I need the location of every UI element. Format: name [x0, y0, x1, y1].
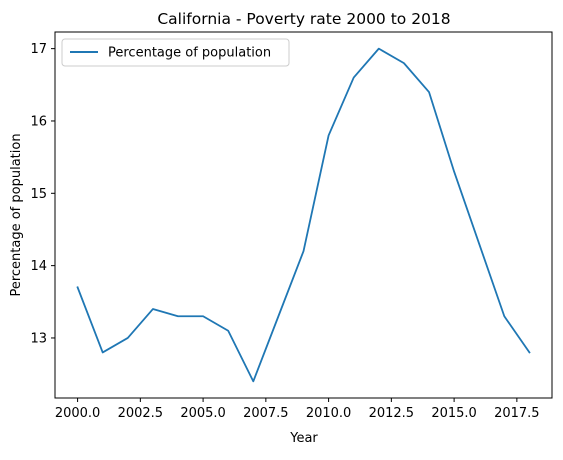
legend: Percentage of population	[61, 38, 290, 67]
x-tick-label: 2002.5	[118, 406, 164, 421]
chart-title: California - Poverty rate 2000 to 2018	[157, 10, 450, 28]
x-tick-label: 2007.5	[243, 406, 289, 421]
x-tick-label: 2017.5	[494, 406, 540, 421]
y-tick-label: 13	[30, 331, 47, 346]
x-axis-title: Year	[289, 431, 318, 446]
plot-area	[54, 31, 553, 399]
y-tick-label: 17	[30, 42, 47, 57]
y-tick-label: 16	[30, 114, 47, 129]
x-axis: 2000.0 2002.5 2005.0 2007.5 2010.0 2012.5 2015…	[55, 398, 540, 421]
plot-frame	[54, 31, 553, 399]
series-layer	[76, 47, 531, 383]
legend-label: Percentage of population	[108, 46, 271, 61]
x-tick-label: 2015.0	[431, 406, 477, 421]
series-line	[76, 47, 531, 383]
x-tick-label: 2010.0	[306, 406, 352, 421]
legend-box	[61, 38, 290, 67]
y-tick-label: 15	[30, 187, 47, 202]
x-tick-label: 2012.5	[369, 406, 415, 421]
x-tick-label: 2000.0	[55, 406, 101, 421]
x-tick-label: 2005.0	[180, 406, 226, 421]
y-axis: 13 14 15 16 17	[30, 42, 55, 346]
y-tick-label: 14	[30, 259, 47, 274]
y-axis-title: Percentage of population	[9, 133, 24, 296]
